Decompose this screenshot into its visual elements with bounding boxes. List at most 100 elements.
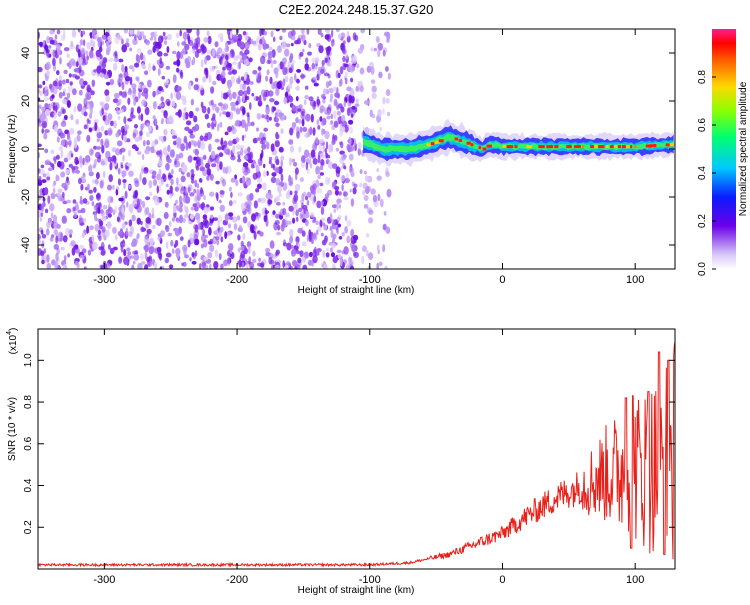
signal-core-dash [629,145,633,149]
noise-speck [271,254,277,259]
signal-core-dash [582,145,585,149]
noise-speck [47,220,53,225]
noise-speck [87,249,92,256]
snr-scale-prefix: (x10 [8,334,19,354]
noise-speck [330,120,333,125]
noise-speck [340,115,346,122]
noise-speck [275,158,280,166]
noise-speck [113,155,117,164]
noise-speck [322,144,326,153]
noise-speck [208,226,212,236]
noise-speck [383,211,387,216]
noise-speck [240,119,246,128]
noise-speck [286,95,293,100]
noise-speck [146,256,151,262]
noise-speck [331,204,338,209]
noise-speck [260,89,267,98]
noise-speck [104,130,109,136]
noise-speck [268,156,273,161]
noise-speck [345,53,348,60]
noise-speck [125,138,131,143]
noise-speck [304,85,309,90]
noise-speck [257,197,262,203]
noise-speck [387,111,391,117]
noise-speck [168,264,174,269]
noise-speck [365,233,370,238]
noise-speck [207,252,213,259]
noise-speck [190,206,195,211]
noise-speck [261,143,267,150]
noise-speck [192,48,196,54]
noise-speck [185,196,191,204]
colorbar-tick-label: 0.4 [697,166,708,180]
noise-speck [289,265,294,269]
noise-speck [220,91,224,100]
noise-speck [209,65,215,72]
noise-speck [221,58,227,67]
noise-speck [356,63,360,69]
noise-speck [377,249,380,255]
noise-speck [301,118,305,127]
noise-speck [240,76,245,81]
noise-speck [330,93,334,100]
noise-speck [209,244,215,252]
noise-speck [362,182,368,190]
noise-speck [165,65,171,70]
noise-speck [227,83,231,90]
noise-speck [203,256,209,261]
noise-speck [219,121,223,128]
noise-speck [299,177,304,183]
noise-speck [172,74,177,83]
colorbar-tick-label: 0.0 [697,262,708,276]
noise-speck [369,61,374,68]
noise-speck [184,186,188,194]
noise-speck [217,220,221,229]
noise-speck [152,45,156,53]
noise-speck [295,117,299,124]
noise-speck [303,99,307,106]
signal-core-dash [665,143,671,147]
noise-speck [172,50,177,55]
noise-speck [132,132,136,139]
noise-speck [178,152,184,159]
noise-speck [94,223,100,232]
noise-speck [318,45,324,54]
noise-speck [166,101,171,107]
noise-speck [226,63,232,71]
noise-speck [246,204,251,213]
noise-speck [384,265,388,269]
noise-speck [274,264,280,269]
noise-speck [139,172,142,182]
noise-speck [118,58,124,63]
noise-speck [82,198,88,204]
noise-speck [233,223,238,231]
noise-speck [176,59,181,67]
noise-speck [242,90,248,96]
noise-speck [268,190,272,195]
noise-speck [132,87,137,94]
noise-speck [68,163,74,168]
noise-speck [134,137,140,142]
noise-speck [350,198,355,207]
noise-speck [165,183,169,188]
noise-speck [50,163,54,168]
noise-speck [276,133,280,140]
noise-speck [365,250,369,257]
noise-speck [43,132,48,140]
noise-speck [213,120,216,124]
noise-speck [352,187,357,195]
noise-speck [382,49,386,57]
noise-speck [87,165,93,172]
noise-speck [74,169,80,174]
noise-speck [322,98,326,104]
noise-speck [183,107,187,112]
noise-speck [344,77,348,85]
noise-speck [103,68,107,76]
noise-speck [125,257,128,266]
noise-speck [76,160,80,165]
noise-speck [344,215,348,222]
noise-speck [89,106,94,115]
noise-speck [99,220,104,227]
noise-speck [101,144,105,154]
noise-speck [210,206,214,211]
